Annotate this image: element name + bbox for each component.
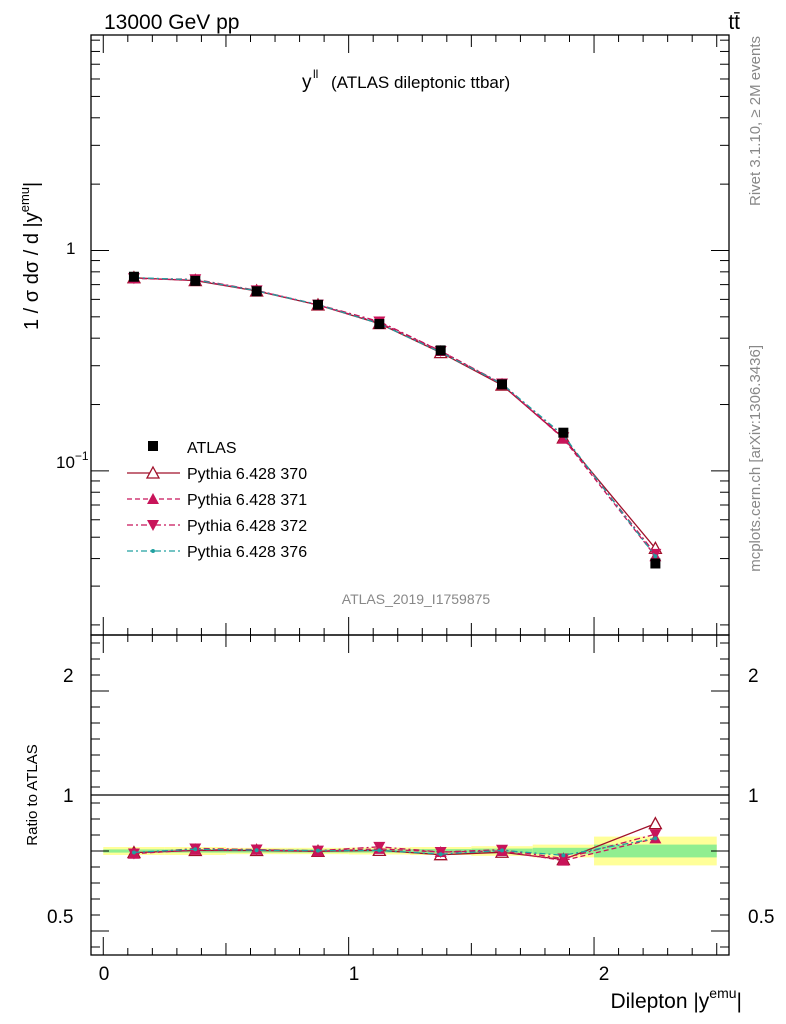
main-point-atlas-3 bbox=[312, 299, 323, 310]
main-point-atlas-2 bbox=[251, 286, 262, 297]
legend-entry-376: Pythia 6.428 376 bbox=[127, 544, 307, 561]
ratio-point-372-4 bbox=[373, 841, 386, 853]
ratio-point-376-3 bbox=[315, 848, 320, 853]
main-ylabel: 1 / σ dσ / d |yemu| bbox=[17, 182, 43, 330]
legend-entry-atlas: ATLAS bbox=[148, 440, 237, 457]
ratio-panel: Ratio to ATLAS 2 1 0.5 2 1 0.5 0 1 2 Dil… bbox=[24, 634, 774, 1013]
ratio-series bbox=[126, 816, 663, 866]
main-point-atlas-7 bbox=[558, 427, 569, 438]
main-series bbox=[126, 270, 663, 569]
ratio-point-376-1 bbox=[193, 847, 198, 852]
ratio-point-372-7 bbox=[557, 853, 570, 865]
analysis-watermark: ATLAS_2019_I1759875 bbox=[342, 591, 491, 607]
ratio-ytick-label-left-0: 0.5 bbox=[47, 907, 73, 928]
header-right-text: tt̄ bbox=[728, 11, 740, 34]
xtick-label-1: 1 bbox=[349, 964, 360, 985]
main-point-atlas-5 bbox=[435, 345, 446, 356]
xlabel: Dilepton |yemu| bbox=[610, 985, 742, 1013]
ratio-point-376-8 bbox=[653, 836, 658, 841]
ratio-ylabel: Ratio to ATLAS bbox=[24, 744, 41, 845]
main-title: (ATLAS dileptonic ttbar) bbox=[331, 73, 510, 92]
xtick-label-0: 0 bbox=[99, 964, 110, 985]
main-ytick-label-0: 10−1 bbox=[56, 449, 89, 472]
legend-entry-370: Pythia 6.428 370 bbox=[127, 465, 307, 483]
legend-marker-atlas bbox=[148, 441, 158, 451]
main-title-superscript: ll bbox=[313, 67, 318, 81]
ratio-ytick-label-right-2: 2 bbox=[748, 666, 759, 687]
main-point-atlas-8 bbox=[650, 558, 661, 569]
ratio-series-line-371 bbox=[133, 837, 656, 862]
legend-label-atlas: ATLAS bbox=[187, 440, 237, 457]
legend-label-370: Pythia 6.428 370 bbox=[187, 466, 307, 483]
ratio-ytick-label-left-1: 1 bbox=[63, 786, 74, 807]
rivet-version-text: Rivet 3.1.10, ≥ 2M events bbox=[747, 36, 764, 206]
ratio-stat-band-8 bbox=[594, 844, 717, 858]
legend-entry-371: Pythia 6.428 371 bbox=[127, 492, 307, 509]
main-point-atlas-0 bbox=[128, 271, 139, 282]
legend-label-371: Pythia 6.428 371 bbox=[187, 492, 307, 509]
ratio-frame bbox=[90, 634, 730, 956]
ratio-point-376-2 bbox=[254, 848, 259, 853]
main-point-atlas-6 bbox=[497, 379, 508, 390]
xtick-label-2: 2 bbox=[599, 964, 610, 985]
main-panel: y ll (ATLAS dileptonic ttbar) 1 / σ dσ /… bbox=[17, 34, 730, 636]
main-axis-ticks bbox=[91, 35, 729, 635]
header-left-text: 13000 GeV pp bbox=[104, 11, 239, 34]
legend-marker-372 bbox=[147, 520, 159, 531]
ratio-series-line-372 bbox=[133, 833, 656, 860]
ratio-ytick-label-right-0: 0.5 bbox=[748, 907, 774, 928]
ratio-point-376-0 bbox=[131, 850, 136, 855]
ratio-point-372-8 bbox=[649, 829, 662, 841]
legend-entry-372: Pythia 6.428 372 bbox=[127, 518, 307, 535]
legend-marker-371 bbox=[147, 493, 159, 504]
ratio-point-376-7 bbox=[561, 853, 566, 858]
ratio-ytick-label-left-2: 2 bbox=[63, 666, 74, 687]
ratio-ytick-label-right-1: 1 bbox=[748, 786, 759, 807]
ratio-stat-band-7 bbox=[532, 847, 595, 855]
mcplots-text: mcplots.cern.ch [arXiv:1306.3436] bbox=[747, 345, 764, 572]
main-point-atlas-4 bbox=[374, 318, 385, 329]
legend-marker-376 bbox=[151, 549, 155, 553]
legend-label-372: Pythia 6.428 372 bbox=[187, 518, 307, 535]
ratio-series-line-376 bbox=[133, 837, 656, 856]
ratio-axis-ticks bbox=[91, 635, 729, 955]
ratio-point-376-5 bbox=[438, 852, 443, 857]
legend: ATLAS Pythia 6.428 370 Pythia 6.428 371 … bbox=[127, 440, 307, 561]
ratio-point-376-4 bbox=[377, 848, 382, 853]
main-ylabel-group: 1 / σ dσ / d |yemu| bbox=[17, 182, 43, 330]
ratio-point-370-8 bbox=[648, 816, 663, 830]
legend-label-376: Pythia 6.428 376 bbox=[187, 544, 307, 561]
main-point-376-8 bbox=[653, 554, 658, 559]
main-series-line-372 bbox=[133, 277, 656, 555]
main-series-line-376 bbox=[133, 276, 656, 557]
ratio-point-376-6 bbox=[500, 848, 505, 853]
main-series-line-371 bbox=[133, 277, 656, 557]
legend-marker-370 bbox=[145, 465, 161, 479]
main-ytick-label-1: 1 bbox=[66, 239, 75, 258]
main-point-atlas-1 bbox=[190, 275, 201, 286]
main-title-symbol: y bbox=[302, 72, 312, 93]
